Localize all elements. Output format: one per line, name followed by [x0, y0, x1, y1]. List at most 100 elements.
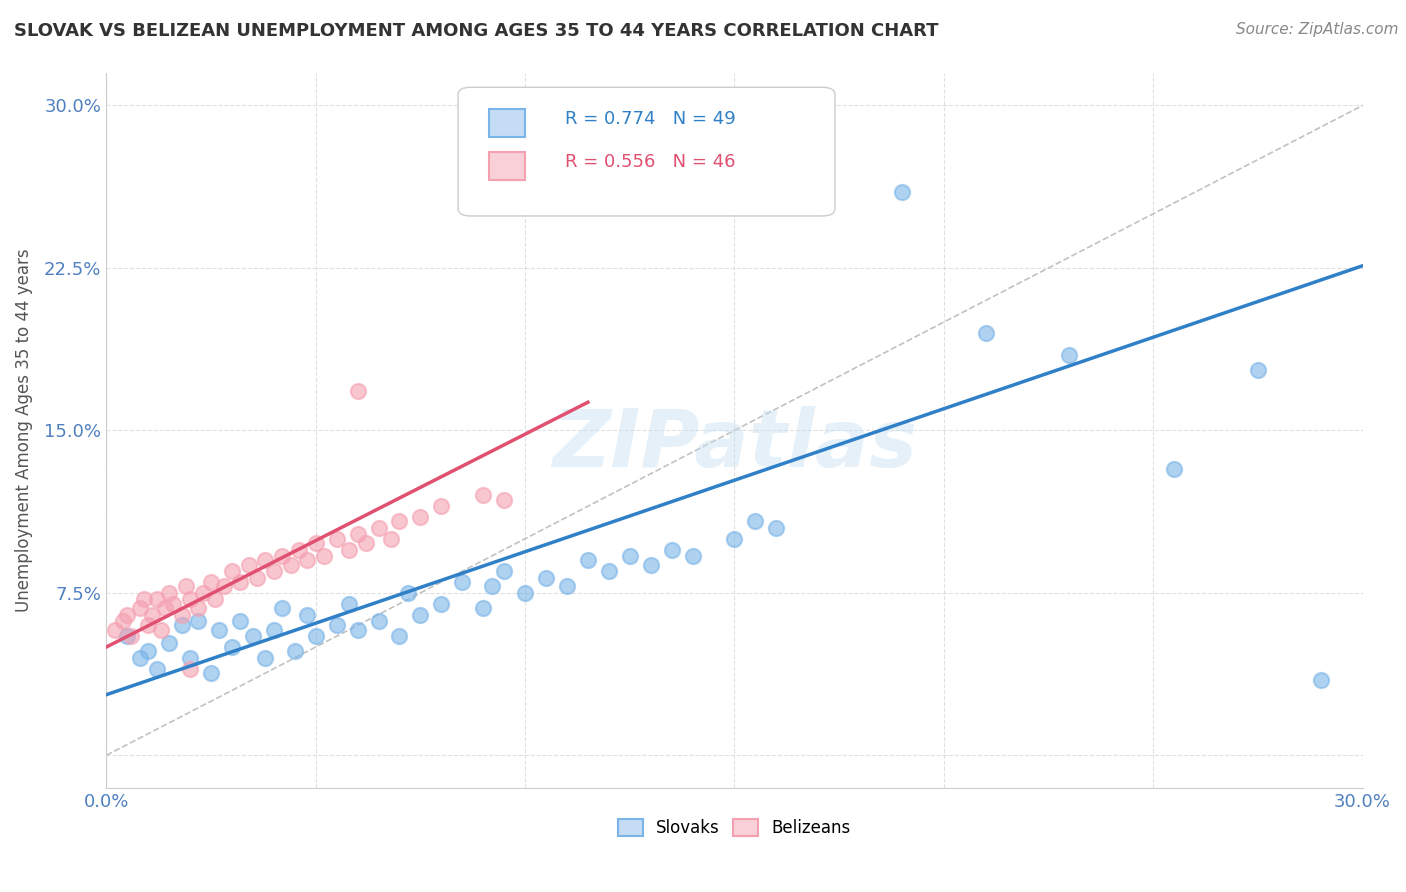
Text: SLOVAK VS BELIZEAN UNEMPLOYMENT AMONG AGES 35 TO 44 YEARS CORRELATION CHART: SLOVAK VS BELIZEAN UNEMPLOYMENT AMONG AG… — [14, 22, 939, 40]
Point — [430, 500, 453, 514]
Point — [187, 601, 209, 615]
Point — [513, 586, 536, 600]
Point — [367, 614, 389, 628]
Point — [271, 549, 294, 563]
Point — [380, 532, 402, 546]
Point — [1247, 363, 1270, 377]
Point — [974, 326, 997, 340]
Point — [494, 564, 516, 578]
Text: Source: ZipAtlas.com: Source: ZipAtlas.com — [1236, 22, 1399, 37]
Point — [297, 553, 319, 567]
Point — [472, 601, 495, 615]
Point — [280, 558, 302, 572]
Point — [153, 601, 176, 615]
Point — [246, 571, 269, 585]
Point — [204, 592, 226, 607]
Point — [346, 384, 368, 399]
Point — [1059, 348, 1081, 362]
Point — [145, 662, 167, 676]
Point — [191, 586, 214, 600]
Point — [229, 575, 252, 590]
Point — [117, 607, 139, 622]
Point — [263, 623, 285, 637]
Point — [325, 532, 347, 546]
Point — [430, 597, 453, 611]
Point — [1309, 673, 1331, 687]
Point — [388, 515, 411, 529]
Point — [179, 592, 201, 607]
Point — [174, 579, 197, 593]
Point — [170, 607, 193, 622]
Text: R = 0.556   N = 46: R = 0.556 N = 46 — [565, 153, 735, 171]
FancyBboxPatch shape — [489, 109, 524, 137]
Point — [409, 607, 432, 622]
Point — [765, 521, 787, 535]
Point — [200, 575, 222, 590]
Point — [200, 666, 222, 681]
Point — [891, 185, 914, 199]
Point — [297, 607, 319, 622]
Point — [117, 629, 139, 643]
Point — [229, 614, 252, 628]
Point — [451, 575, 474, 590]
Y-axis label: Unemployment Among Ages 35 to 44 years: Unemployment Among Ages 35 to 44 years — [15, 249, 32, 612]
Point — [555, 579, 578, 593]
Point — [128, 601, 150, 615]
Point — [104, 623, 127, 637]
Point — [128, 651, 150, 665]
Point — [661, 542, 683, 557]
Point — [284, 644, 307, 658]
Point — [744, 515, 766, 529]
Point — [1163, 462, 1185, 476]
Point — [288, 542, 311, 557]
Point — [157, 636, 180, 650]
Point — [170, 618, 193, 632]
Point — [534, 571, 557, 585]
Legend: Slovaks, Belizeans: Slovaks, Belizeans — [612, 813, 858, 844]
Point — [481, 579, 503, 593]
Point — [141, 607, 163, 622]
Point — [314, 549, 336, 563]
Point — [305, 629, 328, 643]
Point — [388, 629, 411, 643]
Point — [337, 542, 360, 557]
FancyBboxPatch shape — [489, 152, 524, 180]
Point — [187, 614, 209, 628]
Point — [208, 623, 231, 637]
Point — [179, 662, 201, 676]
Point — [157, 586, 180, 600]
Point — [136, 618, 159, 632]
Point — [162, 597, 184, 611]
Point — [221, 640, 243, 654]
Point — [242, 629, 264, 643]
FancyBboxPatch shape — [458, 87, 835, 216]
Point — [145, 592, 167, 607]
Point — [212, 579, 235, 593]
Point — [179, 651, 201, 665]
Point — [238, 558, 260, 572]
Point — [576, 553, 599, 567]
Point — [271, 601, 294, 615]
Text: ZIPatlas: ZIPatlas — [553, 406, 917, 483]
Point — [132, 592, 155, 607]
Point — [325, 618, 347, 632]
Point — [494, 492, 516, 507]
Point — [598, 564, 620, 578]
Point — [619, 549, 641, 563]
Point — [254, 553, 277, 567]
Point — [305, 536, 328, 550]
Point — [121, 629, 143, 643]
Point — [354, 536, 377, 550]
Point — [136, 644, 159, 658]
Point — [367, 521, 389, 535]
Point — [346, 527, 368, 541]
Point — [409, 510, 432, 524]
Point — [337, 597, 360, 611]
Point — [221, 564, 243, 578]
Point — [254, 651, 277, 665]
Point — [472, 488, 495, 502]
Point — [640, 558, 662, 572]
Text: R = 0.774   N = 49: R = 0.774 N = 49 — [565, 111, 735, 128]
Point — [346, 623, 368, 637]
Point — [723, 532, 745, 546]
